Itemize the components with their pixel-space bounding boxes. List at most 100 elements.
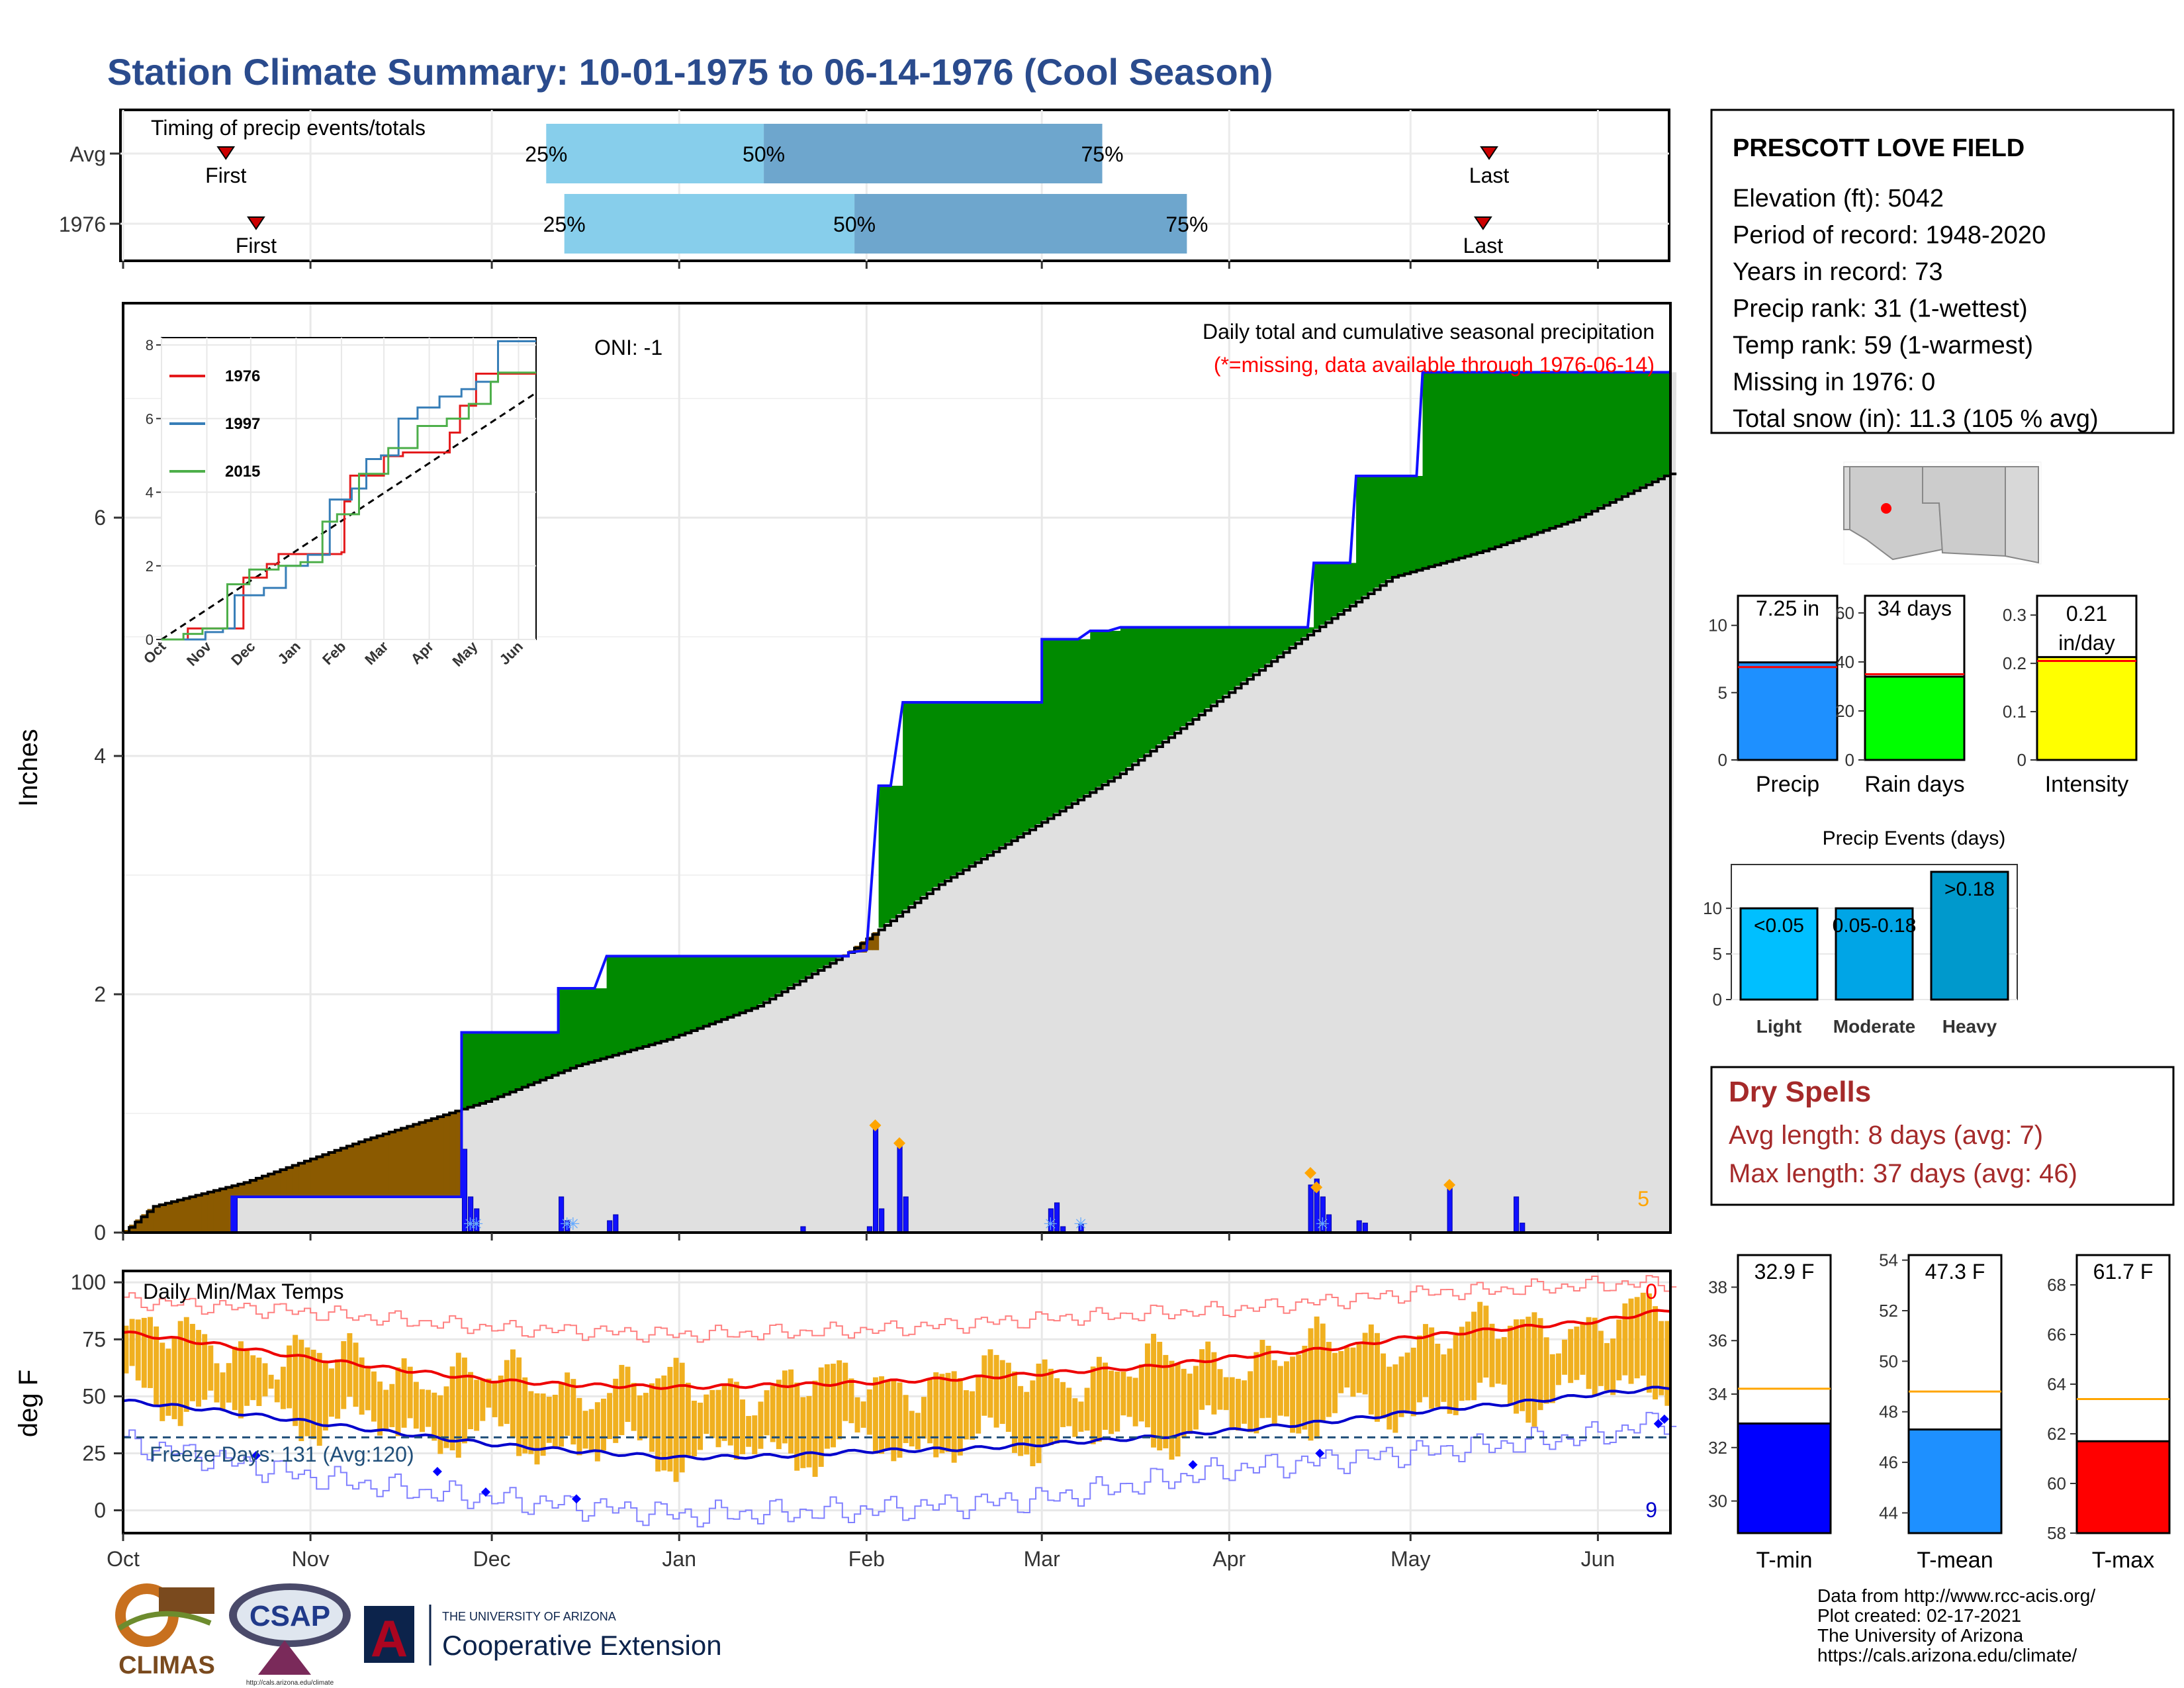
daily-temp-range-bar xyxy=(1115,1371,1120,1432)
daily-temp-range-bar xyxy=(1604,1342,1610,1391)
cumulative-difference-band xyxy=(612,956,619,1055)
cumulative-difference-band xyxy=(782,956,789,990)
cumulative-difference-band xyxy=(1615,372,1623,498)
cumulative-difference-band xyxy=(703,956,710,1025)
stat-box-label: Intensity xyxy=(2045,772,2129,797)
daily-temp-range-bar xyxy=(1514,1319,1519,1414)
cumulative-difference-band xyxy=(322,1153,330,1197)
daily-temp-range-bar xyxy=(812,1380,818,1477)
daily-temp-range-bar xyxy=(316,1352,322,1446)
ua-logo-letter: A xyxy=(371,1609,408,1667)
cumulative-difference-band xyxy=(1277,627,1285,655)
cumulative-difference-band xyxy=(516,1032,523,1089)
cumulative-difference-band xyxy=(903,702,909,910)
cumulative-difference-band xyxy=(1543,372,1550,530)
cumulative-difference-band xyxy=(600,988,608,1058)
events-bar xyxy=(1835,907,1914,1001)
daily-temp-range-bar xyxy=(1429,1327,1435,1409)
cumulative-difference-band xyxy=(999,702,1006,847)
cumulative-difference-band xyxy=(1187,627,1194,722)
daily-temp-range-bar xyxy=(1120,1372,1126,1416)
daily-temp-range-bar xyxy=(1520,1319,1525,1411)
month-label: Oct xyxy=(107,1547,140,1571)
cumulative-difference-band xyxy=(1229,627,1236,690)
cumulative-difference-band xyxy=(1392,476,1399,577)
cumulative-difference-band xyxy=(1531,372,1538,534)
temp-box-ytick-label: 50 xyxy=(1879,1351,1898,1371)
daily-temp-range-bar xyxy=(226,1363,232,1403)
cumulative-difference-band xyxy=(1549,372,1557,528)
daily-temp-range-bar xyxy=(256,1357,262,1407)
daily-temp-range-bar xyxy=(189,1323,195,1401)
cumulative-difference-band xyxy=(1036,702,1042,825)
month-label: Apr xyxy=(1212,1547,1246,1571)
cumulative-difference-band xyxy=(207,1191,214,1233)
daily-temp-range-bar xyxy=(1109,1370,1115,1434)
cumulative-difference-band xyxy=(897,786,903,914)
cumulative-difference-band xyxy=(1096,631,1103,787)
daily-temp-range-bar xyxy=(1024,1391,1030,1455)
cumulative-difference-band xyxy=(1422,372,1430,568)
daily-precip-bar xyxy=(879,1208,885,1233)
cumulative-difference-band xyxy=(757,956,764,1005)
daily-temp-range-bar xyxy=(1253,1352,1259,1434)
daily-temp-range-bar xyxy=(1265,1346,1271,1418)
events-bar-range: <0.05 xyxy=(1754,915,1804,937)
university-logo: A THE UNIVERSITY OF ARIZONA Cooperative … xyxy=(364,1605,722,1667)
footer-line: Data from http://www.rcc-acis.org/ xyxy=(1817,1585,2095,1606)
daily-temp-range-bar xyxy=(600,1398,606,1451)
daily-temp-range-bar xyxy=(250,1355,256,1401)
daily-temp-range-bar xyxy=(727,1378,733,1446)
daily-temp-range-bar xyxy=(1580,1323,1586,1375)
cumulative-difference-band xyxy=(1410,476,1418,571)
map-california xyxy=(1843,466,1850,530)
snow-marker-icon: ✳ xyxy=(469,1215,484,1235)
events-bar-label: Light xyxy=(1756,1016,1801,1037)
cumulative-difference-band xyxy=(195,1194,203,1233)
daily-temp-range-bar xyxy=(335,1359,341,1419)
daily-temp-range-bar xyxy=(1634,1297,1640,1379)
cumulative-difference-band xyxy=(1555,372,1563,526)
cumulative-difference-band xyxy=(751,956,758,1008)
cumulative-difference-band xyxy=(1482,372,1490,550)
daily-temp-range-bar xyxy=(1205,1341,1211,1405)
first-event-label: First xyxy=(236,234,277,258)
daily-temp-range-bar xyxy=(746,1416,752,1447)
daily-precip-bar xyxy=(607,1220,613,1233)
cumulative-difference-band xyxy=(679,956,686,1034)
daily-temp-range-bar xyxy=(1157,1342,1163,1451)
daily-temp-range-bar xyxy=(1308,1328,1314,1441)
daily-temp-range-bar xyxy=(704,1394,709,1434)
cumulative-difference-band xyxy=(1658,372,1665,478)
cumulative-difference-band xyxy=(1102,631,1109,784)
daily-temp-range-bar xyxy=(1653,1306,1659,1400)
stat-ytick-label: 60 xyxy=(1835,603,1854,623)
daily-temp-range-bar xyxy=(999,1360,1005,1425)
daily-temp-range-bar xyxy=(1012,1371,1017,1453)
daily-temp-range-bar xyxy=(1132,1378,1138,1427)
cumulative-difference-band xyxy=(945,702,952,880)
daily-temp-range-bar xyxy=(939,1374,945,1454)
events-bar-range: 0.05-0.18 xyxy=(1833,915,1917,937)
cumulative-difference-band xyxy=(473,1032,480,1105)
cumulative-difference-band xyxy=(498,1032,504,1096)
last-event-label: Last xyxy=(1463,234,1504,258)
precip-events-chart: Precip Events (days) 0 5 10 <0.05 Light 0.05-… xyxy=(1703,827,2018,1037)
cumulative-difference-band xyxy=(921,702,928,896)
daily-temp-range-bar xyxy=(293,1335,298,1427)
daily-temp-range-bar xyxy=(764,1390,770,1436)
daily-temp-range-bar xyxy=(159,1342,165,1421)
large-event-marker xyxy=(893,1137,905,1149)
temp-box-ytick-label: 66 xyxy=(2047,1325,2066,1344)
daily-temp-range-bar xyxy=(1054,1378,1060,1444)
daily-temp-range-bar xyxy=(1066,1387,1072,1427)
cumulative-difference-band xyxy=(709,956,716,1023)
daily-temp-range-bar xyxy=(1078,1401,1084,1432)
daily-temp-range-bar xyxy=(432,1392,437,1441)
daily-temp-range-bar xyxy=(1555,1353,1561,1385)
cumulative-difference-band xyxy=(1453,372,1459,559)
daily-temp-range-bar xyxy=(244,1348,250,1406)
daily-temp-range-bar xyxy=(480,1378,486,1421)
record-min-line xyxy=(123,1411,1677,1528)
record-low-marker xyxy=(1188,1460,1198,1470)
